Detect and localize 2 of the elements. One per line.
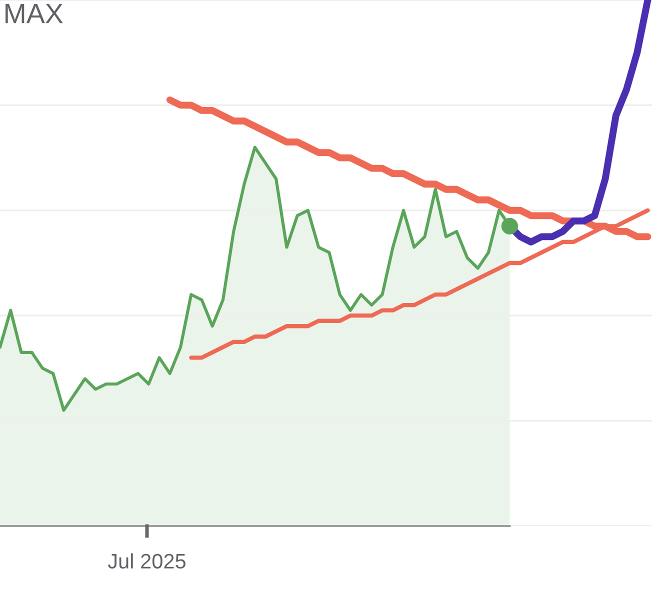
annotation: MAX: [6, 4, 63, 24]
text: Jul 2025: [108, 553, 186, 569]
